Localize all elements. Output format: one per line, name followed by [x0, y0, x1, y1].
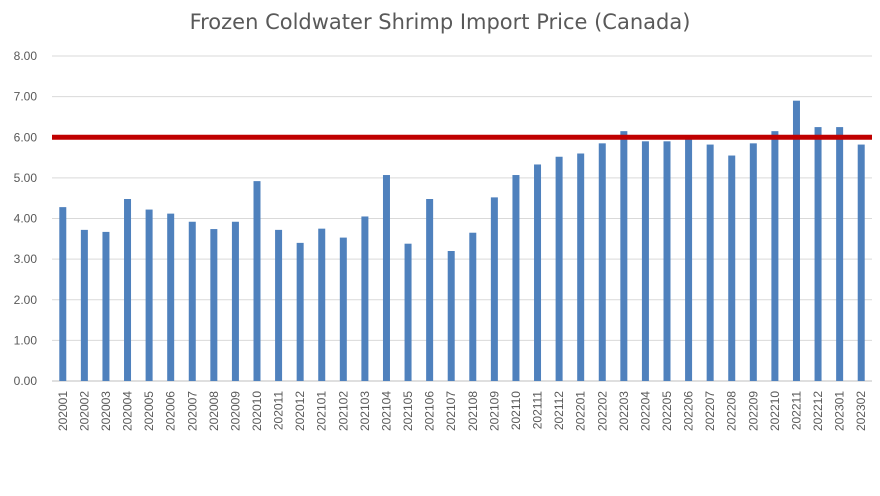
bar	[59, 207, 67, 381]
x-tick-label: 202110	[509, 391, 523, 430]
bar	[577, 153, 585, 381]
bar	[253, 181, 261, 381]
bar	[663, 141, 671, 381]
chart-title: Frozen Coldwater Shrimp Import Price (Ca…	[189, 10, 691, 34]
x-tick-label: 202106	[423, 391, 437, 431]
x-tick-label: 202208	[725, 391, 739, 431]
bar	[857, 144, 865, 381]
bars	[59, 100, 865, 381]
x-tick-label: 202004	[121, 391, 135, 431]
bar	[771, 131, 779, 381]
bar	[598, 143, 606, 381]
x-tick-label: 202201	[574, 391, 588, 431]
x-tick-label: 202302	[854, 391, 868, 431]
x-tick-label: 202206	[682, 391, 696, 431]
y-tick-label: 1.00	[14, 333, 38, 347]
bar	[469, 232, 477, 381]
x-tick-label: 202109	[487, 391, 501, 431]
bar	[145, 209, 153, 381]
bar	[231, 221, 239, 381]
bar	[296, 242, 304, 381]
bar	[490, 197, 498, 381]
y-tick-label: 5.00	[14, 171, 38, 185]
bar	[124, 199, 132, 381]
bar	[555, 156, 563, 381]
bar	[382, 175, 390, 381]
x-tick-label: 202012	[293, 391, 307, 431]
bar	[339, 237, 347, 381]
x-tick-label: 202104	[379, 391, 393, 431]
y-tick-label: 8.00	[14, 49, 38, 63]
bar	[512, 175, 520, 381]
bar	[210, 229, 218, 381]
gridlines	[52, 55, 872, 382]
x-tick-label: 202202	[595, 391, 609, 431]
x-tick-label: 202103	[358, 391, 372, 431]
x-tick-label: 202007	[185, 391, 199, 431]
bar	[620, 131, 628, 381]
bar	[426, 199, 434, 381]
x-tick-label: 202011	[272, 391, 286, 430]
x-tick-label: 202210	[768, 391, 782, 431]
bar	[749, 143, 757, 381]
x-tick-label: 202009	[228, 391, 242, 431]
y-tick-label: 4.00	[14, 212, 38, 226]
bar	[814, 127, 822, 381]
x-tick-label: 202002	[77, 391, 91, 431]
y-tick-label: 3.00	[14, 252, 38, 266]
x-tick-label: 202003	[99, 391, 113, 431]
bar	[685, 138, 693, 381]
x-tick-label: 202205	[660, 391, 674, 431]
y-tick-label: 2.00	[14, 293, 38, 307]
x-tick-label: 202203	[617, 391, 631, 431]
bar	[728, 155, 736, 381]
bar	[80, 229, 88, 381]
bar	[167, 213, 175, 381]
x-tick-label: 202108	[466, 391, 480, 431]
bar	[318, 228, 326, 381]
bar	[404, 243, 412, 381]
x-axis-ticks: 202001 202002 202003 202004 202005 202006 2020…	[56, 391, 868, 431]
x-tick-label: 202010	[250, 391, 264, 431]
bar	[641, 141, 649, 381]
bar	[275, 229, 283, 381]
bar	[188, 221, 196, 381]
x-tick-label: 202006	[164, 391, 178, 431]
bar	[534, 164, 542, 381]
x-tick-label: 202204	[638, 391, 652, 431]
x-tick-label: 202101	[315, 391, 329, 431]
bar	[792, 100, 800, 381]
x-tick-label: 202209	[746, 391, 760, 431]
x-tick-label: 202111	[531, 391, 545, 430]
y-axis-ticks: 0.00 1.00 2.00 3.00 4.00 5.00 6.00 7.00 8.00	[14, 49, 38, 388]
x-tick-label: 202105	[401, 391, 415, 431]
bar	[836, 127, 844, 381]
x-tick-label: 202001	[56, 391, 70, 431]
x-tick-label: 202212	[811, 391, 825, 431]
x-tick-label: 202107	[444, 391, 458, 431]
x-tick-label: 202102	[336, 391, 350, 431]
x-tick-label: 202301	[833, 391, 847, 431]
x-tick-label: 202207	[703, 391, 717, 431]
bar	[706, 144, 714, 381]
y-tick-label: 6.00	[14, 130, 38, 144]
y-tick-label: 7.00	[14, 90, 38, 104]
bar	[102, 231, 110, 381]
bar	[361, 216, 369, 381]
x-tick-label: 202008	[207, 391, 221, 431]
y-tick-label: 0.00	[14, 374, 38, 388]
x-tick-label: 202005	[142, 391, 156, 431]
x-tick-label: 202211	[789, 391, 803, 430]
bar	[447, 251, 455, 381]
x-tick-label: 202112	[552, 391, 566, 430]
